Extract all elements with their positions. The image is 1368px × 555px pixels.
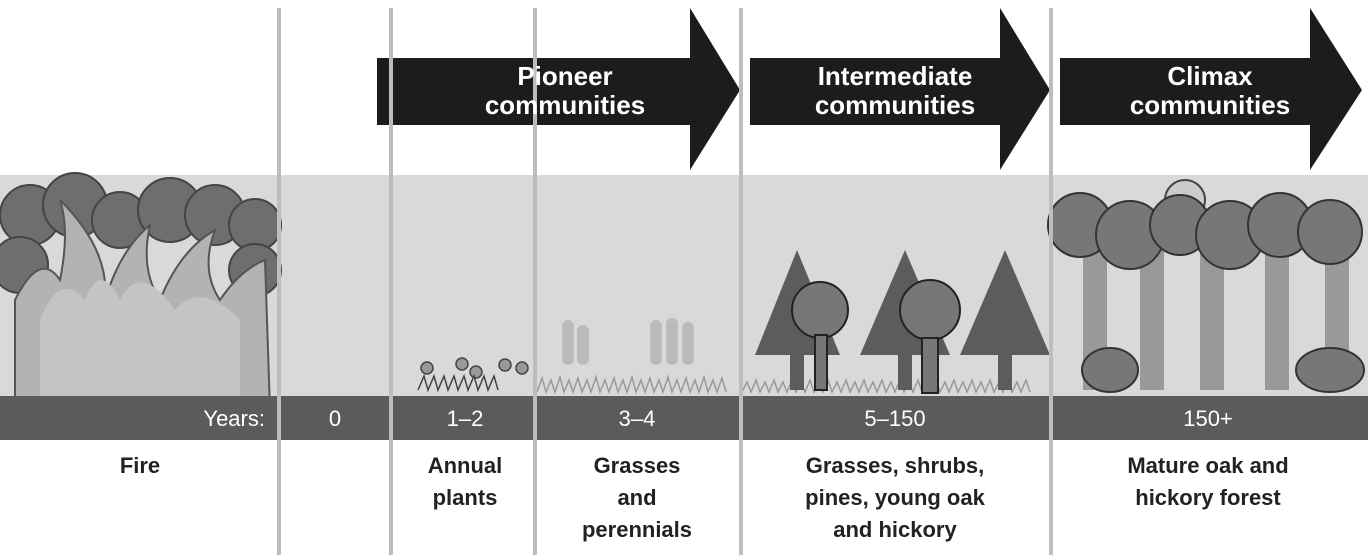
years-value: 5–150 (864, 406, 925, 431)
arrow-label: communities (485, 90, 645, 120)
stage-caption: Mature oak and (1127, 453, 1288, 478)
years-value: 3–4 (619, 406, 656, 431)
arrow-label: Climax (1167, 61, 1253, 91)
stage-caption: Grasses (594, 453, 681, 478)
years-label: Years: (203, 406, 265, 431)
arrow-label: communities (1130, 90, 1290, 120)
intermediate-forest (755, 250, 1050, 393)
years-value: 0 (329, 406, 341, 431)
stage-caption: Annual (428, 453, 503, 478)
stage-caption: plants (433, 485, 498, 510)
stage-caption: Grasses, shrubs, (806, 453, 985, 478)
stage-caption: and (617, 485, 656, 510)
fire-illustration (0, 173, 281, 410)
arrow-label: communities (815, 90, 975, 120)
stage-caption: pines, young oak (805, 485, 985, 510)
stage-caption: hickory forest (1135, 485, 1281, 510)
succession-diagram: Years: PioneercommunitiesIntermediatecom… (0, 0, 1368, 555)
years-value: 1–2 (447, 406, 484, 431)
stage-caption: and hickory (833, 517, 957, 542)
arrow-label: Intermediate (818, 61, 973, 91)
stage-caption: perennials (582, 517, 692, 542)
stage-caption: Fire (120, 453, 160, 478)
years-value: 150+ (1183, 406, 1233, 431)
arrow-label: Pioneer (517, 61, 612, 91)
